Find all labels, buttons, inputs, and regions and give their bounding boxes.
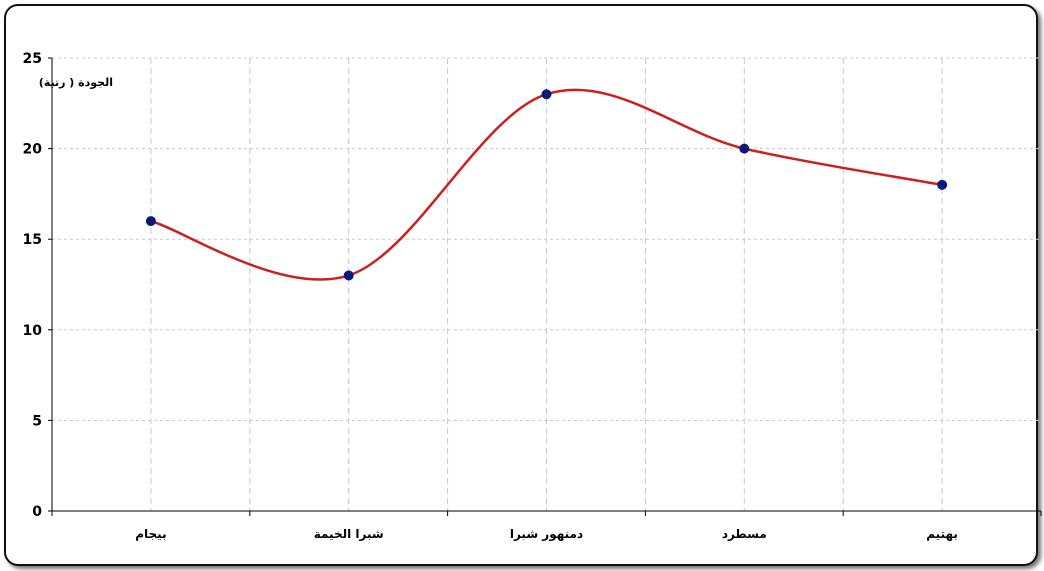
axes [48,57,1042,516]
y-tick-label: 10 [23,323,43,339]
y-axis-label: الجودة ( رتبة) [39,76,113,89]
data-point [937,179,948,190]
data-point [541,89,552,100]
data-point [145,216,156,227]
y-tick-label: 20 [23,142,43,158]
x-tick-label: بيجام [135,527,166,542]
x-tick-label: دمنهور شبرا [510,527,583,542]
y-tick-label: 5 [32,413,42,429]
x-tick-label: مسطرد [722,527,767,541]
data-point [739,143,750,154]
chart-frame [4,4,1038,566]
y-tick-label: 25 [23,51,42,67]
series-group [145,88,948,281]
x-tick-label: شبرا الخيمة [314,527,384,541]
y-tick-label: 0 [32,504,42,520]
grid-lines [52,57,1041,511]
y-tick-label: 15 [23,232,42,248]
tick-labels: 0 5 10 15 20 25 بيجام شبرا الخيمة دمنهور شبرا مسط… [23,51,958,542]
x-tick-label: بهتيم [926,527,958,541]
data-point [343,270,354,281]
